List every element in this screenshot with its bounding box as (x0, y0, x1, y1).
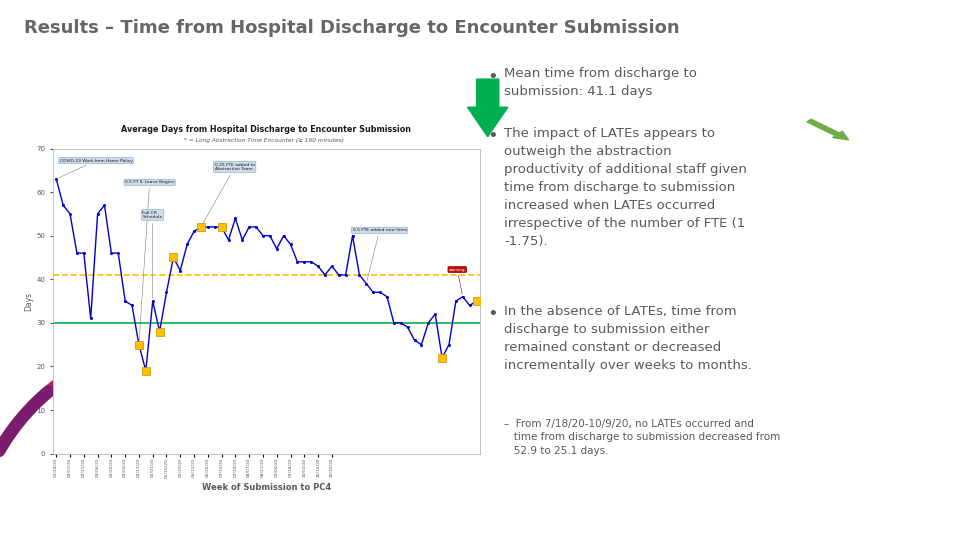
Text: The impact of LATEs appears to
outweigh the abstraction
productivity of addition: The impact of LATEs appears to outweigh … (504, 127, 747, 248)
Text: COVID-19 Work from Home Policy: COVID-19 Work from Home Policy (59, 159, 132, 178)
FancyArrow shape (468, 79, 508, 137)
Text: •: • (488, 127, 498, 145)
Text: 0.5 FT IL Leave Begins: 0.5 FT IL Leave Begins (125, 180, 174, 342)
X-axis label: Week of Submission to PC4: Week of Submission to PC4 (202, 483, 331, 492)
Text: 0.25 FTE added to
Abstraction Team: 0.25 FTE added to Abstraction Team (203, 163, 254, 225)
Text: In the absence of LATEs, time from
discharge to submission either
remained const: In the absence of LATEs, time from disch… (504, 305, 752, 372)
Text: •: • (488, 68, 498, 85)
Text: Results – Time from Hospital Discharge to Encounter Submission: Results – Time from Hospital Discharge t… (24, 19, 680, 37)
Text: Mean time from discharge to
submission: 41.1 days: Mean time from discharge to submission: … (504, 68, 697, 98)
Text: 0.5 FTE added new hires: 0.5 FTE added new hires (352, 228, 406, 281)
FancyArrow shape (807, 119, 849, 140)
Text: Full CR
Schedule: Full CR Schedule (142, 211, 162, 298)
Title: Average Days from Hospital Discharge to Encounter Submission: Average Days from Hospital Discharge to … (121, 125, 412, 134)
Text: –  From 7/18/20-10/9/20, no LATEs occurred and
   time from discharge to submiss: – From 7/18/20-10/9/20, no LATEs occurre… (504, 418, 780, 456)
Y-axis label: Days: Days (24, 292, 34, 310)
Text: warning: warning (449, 267, 466, 294)
Text: •: • (488, 305, 498, 323)
Text: * = Long Abstraction Time Encounter (≥ 160 minutes): * = Long Abstraction Time Encounter (≥ 1… (184, 138, 344, 143)
